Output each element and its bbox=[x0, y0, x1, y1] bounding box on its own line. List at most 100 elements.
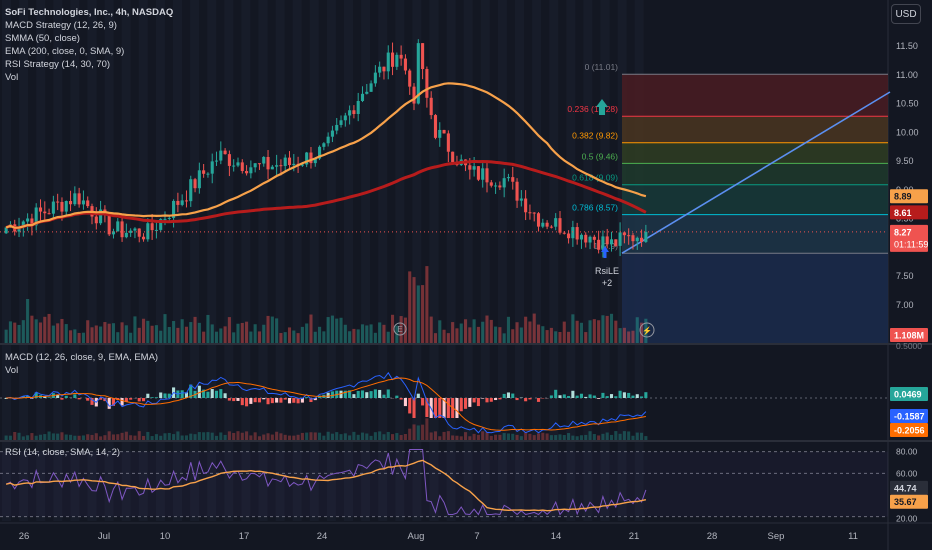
volume-bar bbox=[506, 316, 511, 343]
volume-bar bbox=[38, 322, 43, 343]
rsi-line bbox=[5, 449, 647, 516]
legend-vol[interactable]: Vol bbox=[5, 72, 19, 83]
volume-bar bbox=[159, 330, 163, 343]
session-band bbox=[326, 0, 336, 521]
macd-pane-volume-bar bbox=[403, 433, 407, 440]
session-band bbox=[566, 0, 576, 521]
volume-bar bbox=[210, 324, 214, 343]
rsi-ma-line bbox=[5, 459, 647, 512]
macd-histogram-bar bbox=[4, 398, 8, 399]
macd-histogram-bar bbox=[644, 392, 648, 398]
volume-bar bbox=[451, 322, 455, 343]
macd-histogram-bar bbox=[275, 398, 279, 403]
candle-body bbox=[137, 228, 141, 237]
rsi-legend-title[interactable]: RSI (14, close, SMA, 14, 2) bbox=[5, 447, 121, 458]
candle-body bbox=[26, 218, 30, 222]
macd-pane-volume-bar bbox=[627, 431, 631, 440]
macd-histogram-bar bbox=[313, 398, 317, 401]
macd-histogram-bar bbox=[77, 398, 81, 400]
volume-bar bbox=[575, 320, 579, 343]
macd-pane-volume-bar bbox=[343, 433, 347, 440]
volume-bar bbox=[343, 324, 347, 343]
macd-histogram-bar bbox=[296, 398, 300, 404]
macd-histogram-bar bbox=[146, 393, 150, 398]
macd-histogram-bar bbox=[489, 398, 493, 402]
fib-level-label: 0.236 (10.28) bbox=[567, 104, 618, 114]
macd-pane-volume-bar bbox=[614, 431, 618, 440]
macd-pane-volume-bar bbox=[330, 433, 334, 440]
legend-macd-strategy[interactable]: MACD Strategy (12, 26, 9) bbox=[5, 20, 117, 31]
macd-pane-volume-bar bbox=[481, 431, 485, 440]
currency-button[interactable]: USD bbox=[891, 4, 921, 24]
macd-pane-volume-bar bbox=[485, 432, 489, 440]
candle-body bbox=[283, 157, 287, 166]
volume-bar bbox=[193, 316, 197, 343]
macd-pane-volume-bar bbox=[524, 432, 528, 440]
macd-pane-volume-bar bbox=[90, 434, 94, 440]
session-band bbox=[344, 0, 353, 521]
macd-pane-volume-bar bbox=[498, 434, 502, 440]
candle-body bbox=[270, 166, 274, 170]
volume-bar bbox=[30, 315, 34, 343]
volume-bar bbox=[137, 327, 141, 343]
macd-histogram-bar bbox=[253, 398, 257, 403]
candle-body bbox=[588, 236, 592, 243]
volume-bar bbox=[378, 322, 382, 343]
candle-body bbox=[575, 227, 579, 240]
candle-body bbox=[498, 185, 502, 188]
volume-bar bbox=[202, 331, 206, 343]
macd-pane-volume-bar bbox=[511, 433, 515, 440]
macd-histogram-bar bbox=[150, 397, 154, 398]
macd-pane-volume-bar bbox=[167, 432, 171, 440]
candle-body bbox=[180, 200, 184, 205]
macd-pane-volume-bar bbox=[69, 434, 73, 440]
legend-ema[interactable]: EMA (200, close, 0, SMA, 9) bbox=[5, 46, 125, 57]
macd-pane-volume-bar bbox=[373, 432, 377, 440]
macd-pane-volume-bar bbox=[558, 434, 562, 440]
macd-pane-volume-bar bbox=[133, 435, 137, 440]
candle-body bbox=[571, 227, 575, 239]
macd-histogram-bar bbox=[425, 398, 429, 418]
volume-bar bbox=[146, 320, 150, 343]
candle-body bbox=[627, 235, 631, 237]
fib-level-label: 0 (11.01) bbox=[585, 62, 619, 72]
candle-body bbox=[326, 136, 330, 144]
macd-histogram-bar bbox=[270, 398, 274, 404]
macd-legend-vol[interactable]: Vol bbox=[5, 365, 19, 376]
volume-bar bbox=[116, 332, 120, 343]
macd-pane-volume-bar bbox=[77, 435, 81, 440]
macd-pane-volume-bar bbox=[120, 432, 124, 440]
candle-body bbox=[111, 231, 116, 235]
candle-body bbox=[275, 165, 279, 167]
candle-body bbox=[579, 234, 583, 240]
macd-legend: MACD (12, 26, close, 9, EMA, EMA) Vol bbox=[5, 351, 158, 377]
macd-legend-title[interactable]: MACD (12, 26, close, 9, EMA, EMA) bbox=[5, 352, 159, 363]
volume-bar bbox=[515, 322, 519, 343]
badge-macd-line-bg bbox=[890, 409, 928, 423]
badge-last-price: 8.27 bbox=[894, 227, 912, 237]
legend-rsi-strategy[interactable]: RSI Strategy (14, 30, 70) bbox=[5, 59, 111, 70]
earnings-letter: E bbox=[397, 325, 402, 334]
volume-bar bbox=[545, 330, 549, 343]
volume-bar bbox=[601, 315, 605, 343]
volume-bar bbox=[240, 322, 244, 343]
earnings-marker-icon bbox=[393, 322, 407, 336]
volume-bar bbox=[498, 327, 502, 343]
macd-pane-volume-bar bbox=[34, 435, 38, 440]
macd-histogram-bar bbox=[575, 395, 579, 398]
volume-bar bbox=[421, 285, 425, 343]
macd-histogram-bar bbox=[481, 398, 485, 399]
legend-smma[interactable]: SMMA (50, close) bbox=[5, 33, 80, 44]
candle-body bbox=[451, 151, 455, 163]
macd-histogram-bar bbox=[635, 394, 639, 398]
macd-pane-volume-bar bbox=[47, 431, 51, 440]
macd-histogram-bar bbox=[339, 390, 343, 398]
volume-bar bbox=[270, 316, 274, 343]
macd-pane-volume-bar bbox=[227, 431, 231, 440]
volume-bar bbox=[253, 324, 257, 343]
macd-histogram-bar bbox=[446, 398, 450, 418]
macd-pane-volume-bar bbox=[391, 434, 395, 440]
macd-histogram-bar bbox=[403, 398, 407, 407]
candle-body bbox=[56, 201, 60, 203]
